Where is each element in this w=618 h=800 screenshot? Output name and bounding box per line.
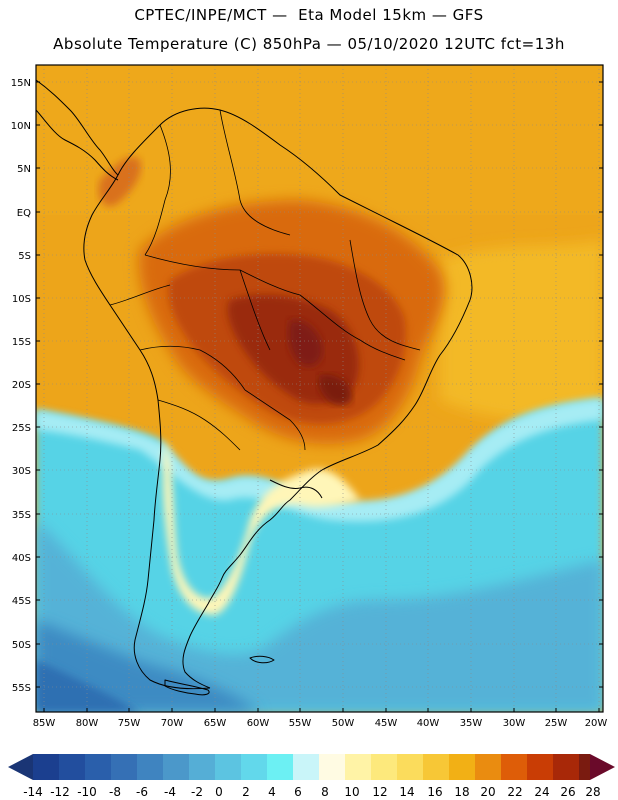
colorbar-swatch <box>345 754 371 780</box>
colorbar-swatch <box>475 754 501 780</box>
colorbar-swatch <box>397 754 423 780</box>
colorbar-swatch <box>163 754 189 780</box>
colorbar-swatch <box>293 754 319 780</box>
colorbar-swatch <box>241 754 267 780</box>
colorbar-label: -4 <box>164 785 176 799</box>
colorbar-swatch <box>319 754 345 780</box>
title-line-1: CPTEC/INPE/MCT — Eta Model 15km — GFS <box>134 6 484 24</box>
colorbar-swatch <box>449 754 475 780</box>
lon-label: 85W <box>33 718 56 729</box>
lon-label: 20W <box>585 718 608 729</box>
colorbar-label: 22 <box>507 785 522 799</box>
lat-label: 25S <box>12 423 31 434</box>
lon-label: 65W <box>204 718 227 729</box>
lat-label: 20S <box>12 380 31 391</box>
lon-label: 35W <box>460 718 483 729</box>
lat-label: 5N <box>17 164 31 175</box>
colorbar-label: 10 <box>344 785 359 799</box>
colorbar-label: -6 <box>136 785 148 799</box>
colorbar-label: -2 <box>191 785 203 799</box>
colorbar-swatch <box>137 754 163 780</box>
colorbar-swatch <box>501 754 527 780</box>
lon-label: 25W <box>545 718 568 729</box>
colorbar-low-arrow <box>8 754 33 780</box>
lon-label: 30W <box>503 718 526 729</box>
colorbar-label: 14 <box>399 785 414 799</box>
colorbar-label: 18 <box>454 785 469 799</box>
colorbar-label: 8 <box>321 785 329 799</box>
colorbar-swatch <box>215 754 241 780</box>
title-line-2: Absolute Temperature (C) 850hPa — 05/10/… <box>53 35 565 53</box>
colorbar-label: 2 <box>242 785 250 799</box>
colorbar-swatch <box>527 754 553 780</box>
lon-label: 50W <box>332 718 355 729</box>
colorbar-swatch <box>59 754 85 780</box>
colorbar-label: 28 <box>585 785 600 799</box>
lon-label: 75W <box>118 718 141 729</box>
colorbar-label: -12 <box>50 785 70 799</box>
colorbar-swatch <box>189 754 215 780</box>
colorbar-swatch <box>553 754 579 780</box>
colorbar-swatch <box>423 754 449 780</box>
colorbar-high-arrow <box>590 754 615 780</box>
lat-label: 50S <box>12 640 31 651</box>
colorbar-label: 26 <box>560 785 575 799</box>
colorbar-label: 20 <box>480 785 495 799</box>
colorbar-label: -8 <box>109 785 121 799</box>
lat-label: 45S <box>12 596 31 607</box>
map-frame <box>35 64 604 713</box>
colorbar: -14 -12 -10 -8 -6 -4 -2 0 2 4 6 8 10 12 … <box>8 754 615 799</box>
colorbar-labels: -14 -12 -10 -8 -6 -4 -2 0 2 4 6 8 10 12 … <box>23 785 600 799</box>
latitude-axis: 15N 10N 5N EQ 5S 10S 15S 20S 25S 30S 35S… <box>11 78 603 694</box>
colorbar-label: 24 <box>534 785 549 799</box>
colorbar-label: 4 <box>268 785 276 799</box>
colorbar-label: 0 <box>215 785 223 799</box>
lat-label: 35S <box>12 510 31 521</box>
colorbar-label: 6 <box>294 785 302 799</box>
temperature-field <box>36 65 603 712</box>
lat-label: 5S <box>18 251 31 262</box>
lat-label: 40S <box>12 553 31 564</box>
lat-label: EQ <box>17 208 31 219</box>
lat-label: 30S <box>12 466 31 477</box>
lat-label: 55S <box>12 683 31 694</box>
colorbar-swatch <box>111 754 137 780</box>
colorbar-swatch <box>267 754 293 780</box>
colorbar-label: -14 <box>23 785 43 799</box>
lon-label: 80W <box>76 718 99 729</box>
colorbar-swatch <box>579 754 590 780</box>
colorbar-segments <box>33 754 590 780</box>
coastlines <box>36 79 473 696</box>
lon-label: 40W <box>417 718 440 729</box>
lat-label: 15S <box>12 337 31 348</box>
graticule <box>36 65 603 712</box>
longitude-axis: 85W 80W 75W 70W 65W 60W 55W 50W 45W 40W … <box>33 708 608 729</box>
colorbar-swatch <box>33 754 59 780</box>
lat-label: 10S <box>12 294 31 305</box>
lat-label: 15N <box>11 78 31 89</box>
colorbar-label: 12 <box>372 785 387 799</box>
lon-label: 70W <box>161 718 184 729</box>
lon-label: 60W <box>247 718 270 729</box>
colorbar-label: 16 <box>427 785 442 799</box>
lon-label: 55W <box>289 718 312 729</box>
colorbar-swatch <box>371 754 397 780</box>
lat-label: 10N <box>11 121 31 132</box>
colorbar-label: -10 <box>77 785 97 799</box>
lon-label: 45W <box>375 718 398 729</box>
colorbar-swatch <box>85 754 111 780</box>
